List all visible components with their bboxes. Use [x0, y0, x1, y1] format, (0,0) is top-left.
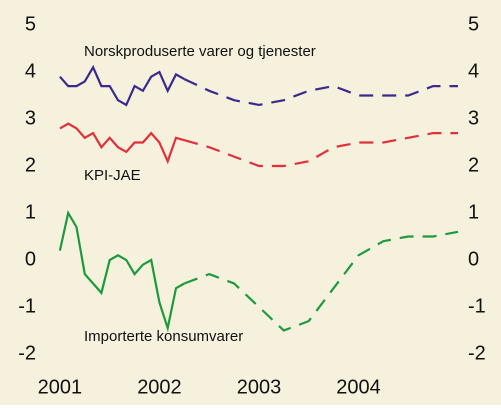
y-tick-label: 3 — [25, 107, 36, 129]
y-tick-label: 0 — [25, 248, 36, 270]
y-tick-label: -2 — [18, 342, 36, 364]
x-tick-label: 2002 — [137, 376, 182, 398]
y-tick-label: 4 — [25, 60, 36, 82]
annotation: Norskproduserte varer og tjenester — [84, 43, 316, 60]
line-dashed — [183, 230, 459, 332]
y2-tick-label: 3 — [468, 107, 479, 129]
annotation: Importerte konsumvarer — [84, 328, 243, 345]
y-tick-label: 5 — [25, 13, 36, 35]
line-solid — [58, 210, 185, 333]
y-tick-label: 2 — [25, 154, 36, 176]
line-dashed — [184, 132, 458, 168]
y2-tick-label: 4 — [468, 60, 479, 82]
line-dashed — [183, 78, 458, 107]
y2-tick-label: 0 — [468, 248, 479, 270]
y2-tick-label: -1 — [468, 295, 486, 317]
y-tick-label: 1 — [25, 201, 36, 223]
x-tick-label: 2003 — [237, 376, 282, 398]
x-tick-label: 2004 — [336, 376, 381, 398]
y2-tick-label: -2 — [468, 342, 486, 364]
line-solid — [59, 64, 185, 107]
annotation: KPI-JAE — [84, 167, 141, 184]
x-tick-label: 2001 — [38, 376, 83, 398]
y2-tick-label: 1 — [468, 201, 479, 223]
y-tick-label: -1 — [18, 295, 36, 317]
line-solid — [59, 122, 185, 165]
y2-tick-label: 2 — [468, 154, 479, 176]
y2-tick-label: 5 — [468, 13, 479, 35]
